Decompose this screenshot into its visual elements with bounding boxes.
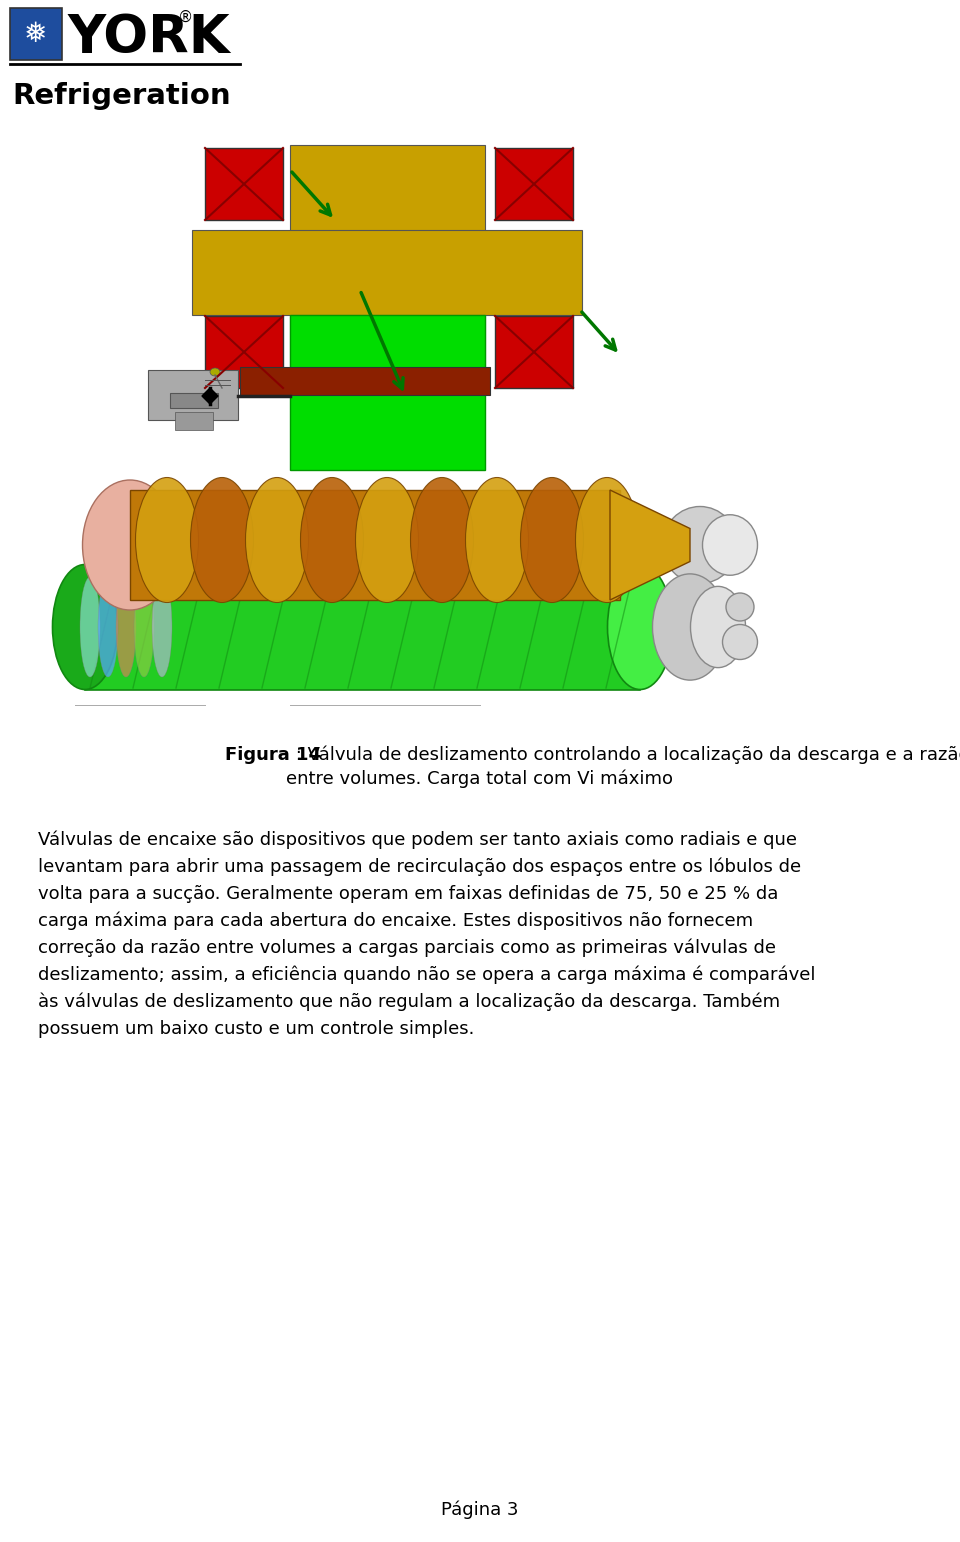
Text: YORK: YORK <box>68 12 230 65</box>
Text: volta para a sucção. Geralmente operam em faixas definidas de 75, 50 e 25 % da: volta para a sucção. Geralmente operam e… <box>38 885 779 904</box>
Text: possuem um baixo custo e um controle simples.: possuem um baixo custo e um controle sim… <box>38 1019 474 1038</box>
Ellipse shape <box>466 478 529 603</box>
Bar <box>495 148 573 221</box>
Bar <box>130 490 620 600</box>
Ellipse shape <box>98 577 118 677</box>
Text: Página 3: Página 3 <box>442 1500 518 1519</box>
Bar <box>240 367 490 395</box>
Bar <box>205 148 283 221</box>
Ellipse shape <box>723 625 757 660</box>
Ellipse shape <box>80 577 100 677</box>
Ellipse shape <box>53 564 117 689</box>
Bar <box>85 564 640 689</box>
Polygon shape <box>610 490 690 600</box>
Ellipse shape <box>134 577 154 677</box>
Ellipse shape <box>83 480 178 611</box>
Ellipse shape <box>355 478 419 603</box>
Ellipse shape <box>520 478 584 603</box>
Ellipse shape <box>210 369 220 376</box>
Ellipse shape <box>300 478 364 603</box>
Ellipse shape <box>246 478 308 603</box>
Ellipse shape <box>726 594 754 621</box>
Text: ❅: ❅ <box>24 20 48 48</box>
Ellipse shape <box>662 506 737 583</box>
Bar <box>192 230 582 315</box>
Text: Válvulas de encaixe são dispositivos que podem ser tanto axiais como radiais e q: Válvulas de encaixe são dispositivos que… <box>38 831 797 850</box>
Polygon shape <box>210 389 218 404</box>
Ellipse shape <box>608 564 673 689</box>
Ellipse shape <box>135 478 199 603</box>
Text: Figura 14: Figura 14 <box>225 746 321 763</box>
Ellipse shape <box>190 478 253 603</box>
Polygon shape <box>202 389 210 404</box>
Ellipse shape <box>411 478 473 603</box>
Ellipse shape <box>653 574 728 680</box>
Ellipse shape <box>575 478 638 603</box>
Ellipse shape <box>690 586 746 668</box>
Text: deslizamento; assim, a eficiência quando não se opera a carga máxima é comparáve: deslizamento; assim, a eficiência quando… <box>38 965 815 984</box>
Bar <box>290 315 485 470</box>
Text: Refrigeration: Refrigeration <box>12 82 230 109</box>
Ellipse shape <box>703 515 757 575</box>
Bar <box>495 316 573 389</box>
Bar <box>175 412 213 430</box>
Text: carga máxima para cada abertura do encaixe. Estes dispositivos não fornecem: carga máxima para cada abertura do encai… <box>38 911 754 930</box>
Text: ®: ® <box>178 9 193 25</box>
Bar <box>148 370 238 419</box>
Bar <box>205 316 283 389</box>
Ellipse shape <box>116 577 136 677</box>
Text: correção da razão entre volumes a cargas parciais como as primeiras válvulas de: correção da razão entre volumes a cargas… <box>38 939 776 958</box>
Bar <box>170 393 218 409</box>
Text: levantam para abrir uma passagem de recirculação dos espaços entre os lóbulos de: levantam para abrir uma passagem de reci… <box>38 857 802 876</box>
Bar <box>290 145 485 386</box>
Text: : Válvula de deslizamento controlando a localização da descarga e a razão: : Válvula de deslizamento controlando a … <box>290 746 960 765</box>
Text: às válvulas de deslizamento que não regulam a localização da descarga. Também: às válvulas de deslizamento que não regu… <box>38 993 780 1012</box>
Bar <box>290 379 485 390</box>
Ellipse shape <box>152 577 172 677</box>
Text: entre volumes. Carga total com Vi máximo: entre volumes. Carga total com Vi máximo <box>286 769 674 788</box>
Bar <box>10 8 62 60</box>
